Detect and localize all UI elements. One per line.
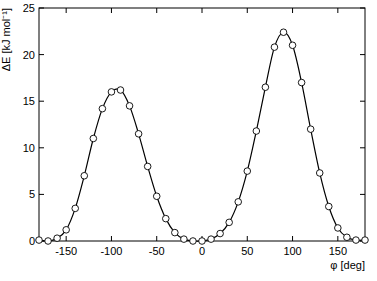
x-tick-top [111,8,112,13]
x-tick-top [337,8,338,13]
x-tick [66,236,67,241]
point [162,215,169,222]
point [54,235,61,242]
point [108,89,115,96]
point [135,131,142,138]
point [271,44,278,51]
plot-area [36,29,369,244]
y-tick-label: 10 [23,142,35,154]
point [72,205,79,212]
y-tick-right [360,101,365,102]
x-tick [292,236,293,241]
point [190,238,197,245]
x-tick-label: 150 [329,245,347,257]
x-tick-label: -50 [149,245,165,257]
point [316,170,323,177]
y-tick-right [360,8,365,9]
point [63,227,70,234]
series-line [39,32,365,241]
point [280,29,287,36]
point [99,105,106,112]
x-tick-top [156,8,157,13]
point [335,225,342,232]
point [344,234,351,241]
point [81,172,88,179]
point [325,203,332,210]
point [217,230,224,237]
y-tick [39,101,44,102]
y-tick-label: 15 [23,95,35,107]
x-tick-top [66,8,67,13]
x-tick-label: 50 [241,245,253,257]
point [117,87,124,94]
chart: -150 -100 -50 0 50 100 150 0 5 10 15 20 25 φ [deg] ΔE … [0,0,377,281]
plot-frame [39,8,365,241]
x-tick [247,236,248,241]
point [199,238,206,245]
x-tick-label: 0 [199,245,205,257]
point [253,128,260,135]
y-axis-label: ΔE [kJ mol⁻¹] [0,8,12,71]
x-tick-label: -150 [55,245,77,257]
point [353,237,360,244]
y-tick [39,54,44,55]
x-tick-top [202,8,203,13]
y-tick-label: 5 [29,188,35,200]
x-tick [156,236,157,241]
point [298,79,305,86]
x-tick [111,236,112,241]
x-tick-label: -100 [100,245,122,257]
point [36,237,43,244]
x-tick [337,236,338,241]
x-tick-top [247,8,248,13]
point [307,126,314,133]
y-tick-label: 0 [29,235,35,247]
y-tick-right [360,194,365,195]
y-tick-label: 25 [23,2,35,14]
y-tick [39,147,44,148]
x-axis-label: φ [deg] [330,259,365,271]
point [153,193,160,200]
point [90,135,97,142]
y-tick-label: 20 [23,49,35,61]
point [208,236,215,243]
point [172,229,179,236]
y-tick [39,194,44,195]
point [181,236,188,243]
point [244,168,251,175]
y-tick-right [360,54,365,55]
point [262,84,269,91]
point [362,237,369,244]
x-tick-top [292,8,293,13]
y-tick [39,8,44,9]
point [289,42,296,49]
x-tick-label: 100 [283,245,301,257]
point [126,103,133,110]
point [226,219,233,226]
point [45,238,52,245]
point [235,199,242,206]
y-tick-right [360,147,365,148]
point [144,163,151,170]
